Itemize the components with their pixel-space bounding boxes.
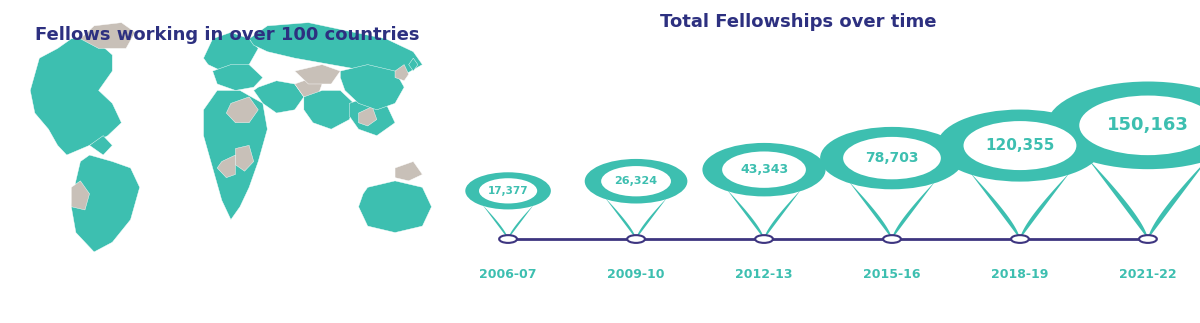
Polygon shape <box>848 182 935 239</box>
Polygon shape <box>341 65 404 110</box>
Polygon shape <box>395 162 422 181</box>
Polygon shape <box>970 172 1069 239</box>
Circle shape <box>755 235 773 243</box>
Polygon shape <box>212 65 263 90</box>
Polygon shape <box>235 145 253 171</box>
Circle shape <box>479 178 538 203</box>
Circle shape <box>883 235 901 243</box>
Polygon shape <box>395 65 409 81</box>
Circle shape <box>1079 96 1200 155</box>
Polygon shape <box>71 155 139 252</box>
Text: 26,324: 26,324 <box>614 176 658 186</box>
Circle shape <box>601 166 671 196</box>
Circle shape <box>702 143 826 196</box>
Polygon shape <box>359 181 432 233</box>
Circle shape <box>466 172 551 209</box>
Polygon shape <box>605 198 667 239</box>
Circle shape <box>964 121 1076 170</box>
Text: 17,377: 17,377 <box>487 186 528 196</box>
Polygon shape <box>349 97 395 136</box>
Polygon shape <box>71 181 90 210</box>
Polygon shape <box>409 58 418 71</box>
Text: 2006-07: 2006-07 <box>479 268 536 281</box>
Polygon shape <box>80 23 136 48</box>
Text: 78,703: 78,703 <box>865 151 919 165</box>
Polygon shape <box>341 71 386 90</box>
Text: 150,163: 150,163 <box>1106 116 1189 134</box>
Polygon shape <box>217 155 235 178</box>
Circle shape <box>1012 235 1028 243</box>
Circle shape <box>499 235 517 243</box>
Polygon shape <box>30 39 121 155</box>
Polygon shape <box>727 190 800 239</box>
Circle shape <box>1139 235 1157 243</box>
Polygon shape <box>295 65 341 84</box>
Polygon shape <box>304 90 354 129</box>
Text: 2018-19: 2018-19 <box>991 268 1049 281</box>
Text: 2021-22: 2021-22 <box>1120 268 1177 281</box>
Text: 2015-16: 2015-16 <box>863 268 920 281</box>
Circle shape <box>937 109 1103 182</box>
Text: Total Fellowships over time: Total Fellowships over time <box>660 13 936 31</box>
Text: Fellows working in over 100 countries: Fellows working in over 100 countries <box>35 26 419 44</box>
Polygon shape <box>204 32 258 71</box>
Polygon shape <box>295 78 322 97</box>
Polygon shape <box>90 136 113 155</box>
Circle shape <box>1046 81 1200 169</box>
Circle shape <box>584 159 688 203</box>
Polygon shape <box>227 97 258 123</box>
Circle shape <box>722 151 806 188</box>
Polygon shape <box>482 205 534 239</box>
Text: 2009-10: 2009-10 <box>607 268 665 281</box>
Circle shape <box>844 137 941 179</box>
Polygon shape <box>250 23 422 78</box>
Polygon shape <box>359 107 377 126</box>
Polygon shape <box>1087 158 1200 239</box>
Circle shape <box>820 127 964 189</box>
Circle shape <box>628 235 644 243</box>
Text: 120,355: 120,355 <box>985 138 1055 153</box>
Text: 2012-13: 2012-13 <box>736 268 793 281</box>
Polygon shape <box>253 81 304 113</box>
Polygon shape <box>204 90 268 220</box>
Text: 43,343: 43,343 <box>740 163 788 176</box>
